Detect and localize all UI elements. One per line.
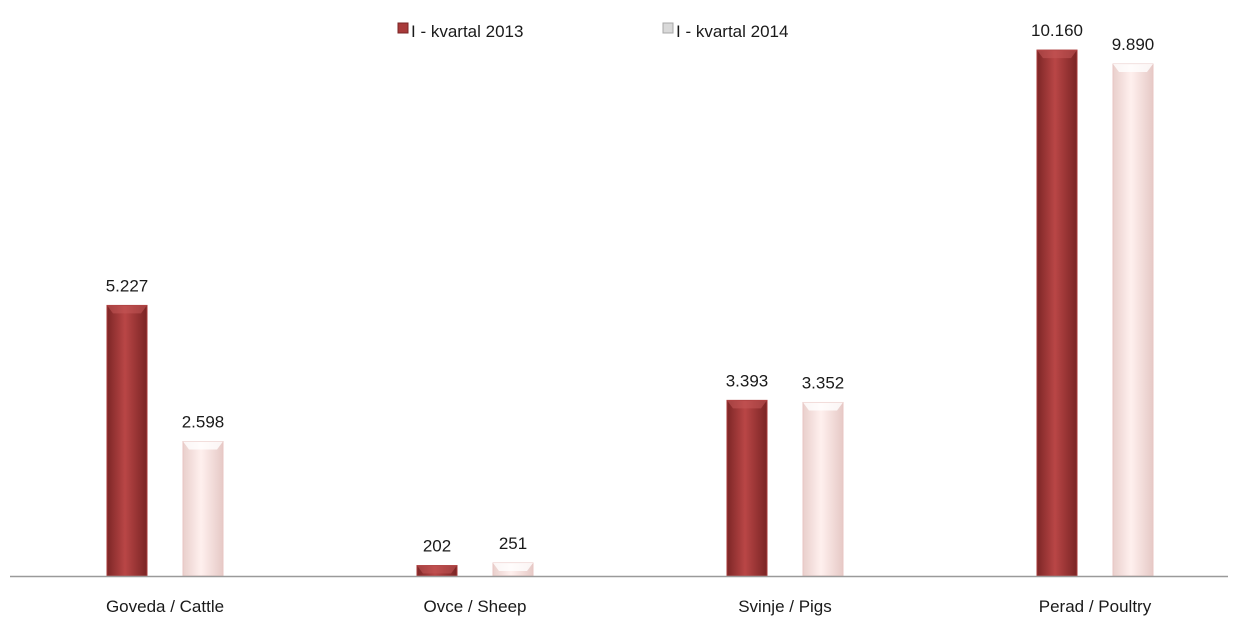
data-label: 202 bbox=[423, 537, 451, 556]
x-tick-label: Perad / Poultry bbox=[1039, 597, 1152, 616]
bar-pigs-2013 bbox=[726, 399, 768, 577]
data-label: 251 bbox=[499, 534, 527, 553]
data-label: 9.890 bbox=[1112, 35, 1155, 54]
bar-cattle-2014 bbox=[182, 441, 224, 577]
x-tick-label: Svinje / Pigs bbox=[738, 597, 832, 616]
bar-bevel bbox=[1113, 64, 1153, 73]
data-label: 5.227 bbox=[106, 276, 149, 295]
data-label: 2.598 bbox=[182, 413, 225, 432]
bar-poultry-2014 bbox=[1112, 63, 1154, 577]
bar-poultry-2013 bbox=[1036, 49, 1078, 577]
bars-layer bbox=[106, 49, 1154, 577]
data-label: 3.393 bbox=[726, 371, 769, 390]
bar-bevel bbox=[107, 305, 147, 314]
bar-cattle-2013 bbox=[106, 304, 148, 577]
legend-swatch-2014 bbox=[662, 22, 674, 34]
bar-bevel bbox=[493, 563, 533, 572]
data-label: 3.352 bbox=[802, 373, 845, 392]
bar-bevel bbox=[803, 402, 843, 411]
bar-bevel bbox=[183, 441, 223, 450]
legend-swatch-2013 bbox=[397, 22, 409, 34]
legend: I - kvartal 2013 I - kvartal 2014 bbox=[397, 22, 788, 41]
x-tick-label: Ovce / Sheep bbox=[423, 597, 526, 616]
bar-bevel bbox=[417, 565, 457, 574]
legend-label-2014: I - kvartal 2014 bbox=[676, 22, 788, 41]
data-labels-layer: 5.227 202 3.393 10.160 2.598 251 3.352 9.890 bbox=[106, 21, 1155, 555]
x-tick-label: Goveda / Cattle bbox=[106, 597, 224, 616]
bar-bevel bbox=[727, 400, 767, 409]
data-label: 10.160 bbox=[1031, 21, 1083, 40]
legend-label-2013: I - kvartal 2013 bbox=[411, 22, 523, 41]
bar-pigs-2014 bbox=[802, 401, 844, 577]
x-tick-labels: Goveda / Cattle Ovce / Sheep Svinje / Pigs… bbox=[106, 597, 1152, 616]
bar-bevel bbox=[1037, 50, 1077, 59]
